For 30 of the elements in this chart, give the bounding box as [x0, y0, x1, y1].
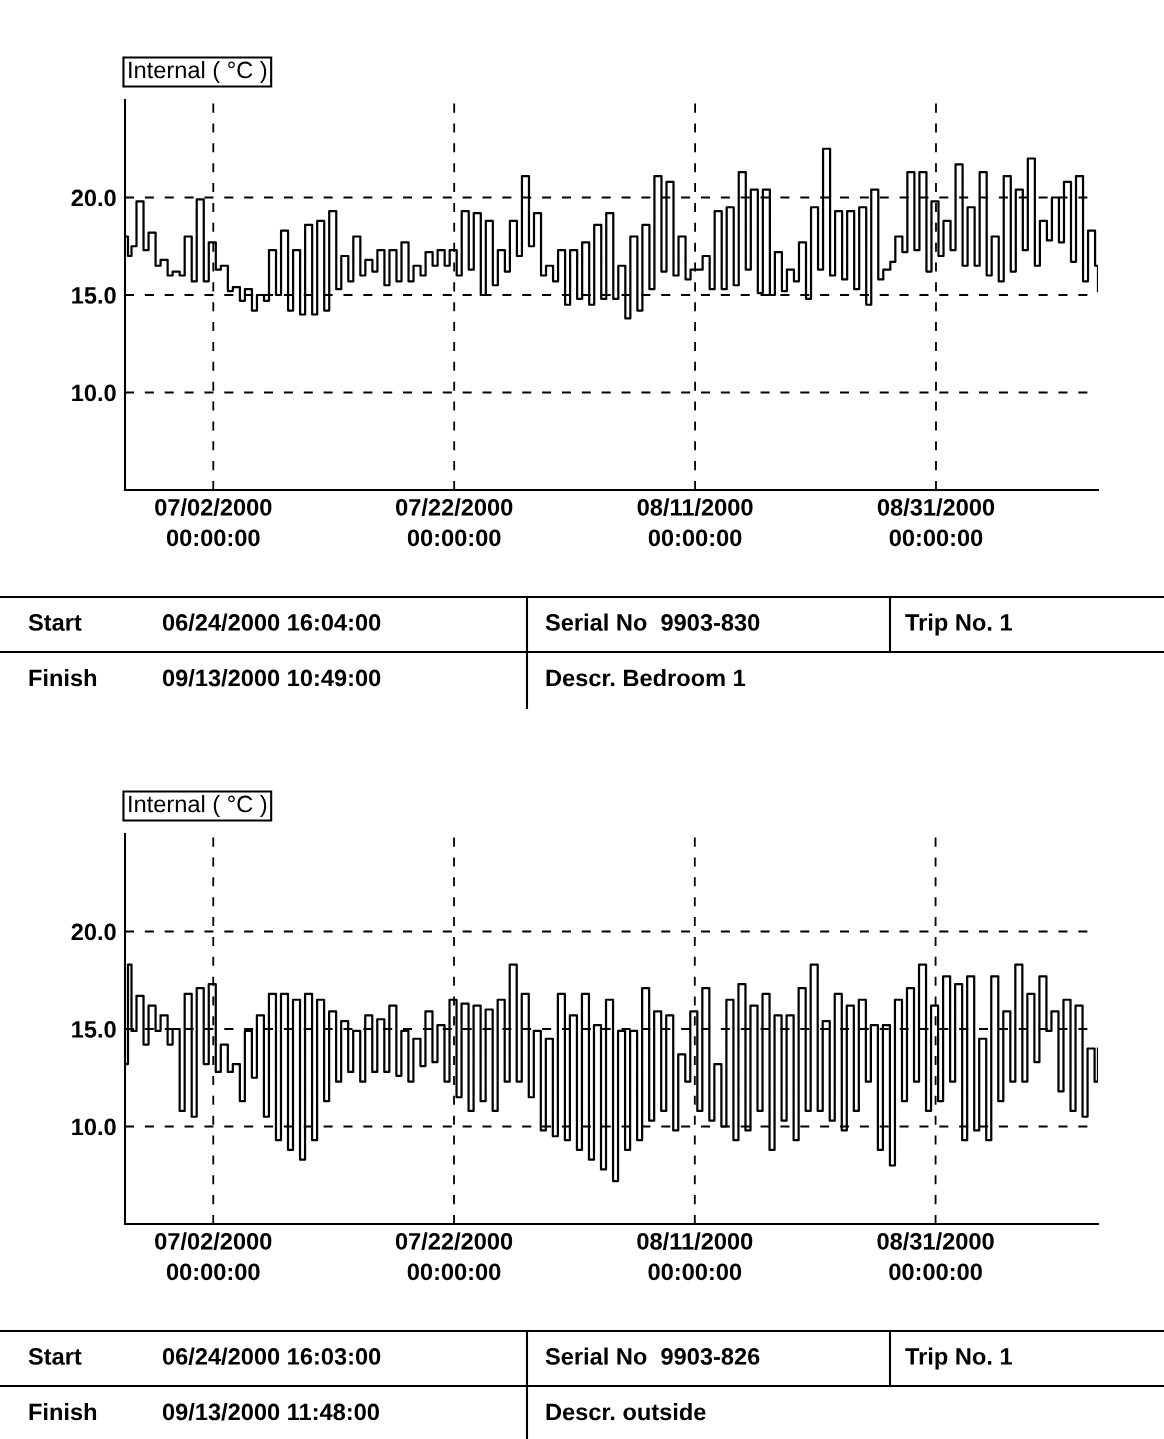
y-tick-label: 15.0 — [72, 1021, 116, 1038]
x-tick-label: 08/11/2000 00:00:00 — [637, 1232, 753, 1281]
text: Trip No. 1 — [905, 1347, 1012, 1370]
x-tick-label: 08/31/2000 00:00:00 — [877, 498, 995, 547]
y-tick-label: 10.0 — [72, 384, 116, 402]
text: Start — [28, 614, 82, 631]
x-tick-label: 07/22/2000 00:00:00 — [395, 1232, 513, 1281]
y-axis-title: Internal ( °C ) — [129, 794, 267, 817]
text: Trip No. 1 — [905, 613, 1012, 636]
text: Serial No 9903-826 — [545, 1347, 760, 1365]
text: 06/24/2000 16:04:00 — [162, 613, 381, 632]
text: Serial No 9903-830 — [545, 613, 760, 631]
y-tick-label: 10.0 — [72, 1118, 116, 1136]
text: 06/24/2000 16:03:00 — [162, 1347, 381, 1366]
text: 09/13/2000 11:48:00 — [162, 1402, 379, 1421]
y-tick-label: 20.0 — [71, 189, 116, 207]
x-tick-label: 07/02/2000 00:00:00 — [155, 1232, 272, 1281]
text: Descr. outside — [546, 1402, 706, 1421]
x-tick-label: 07/02/2000 00:00:00 — [155, 498, 272, 547]
text: Finish — [29, 668, 97, 687]
y-tick-label: 20.0 — [71, 923, 116, 941]
text: Descr. Bedroom 1 — [546, 668, 746, 687]
x-tick-label: 07/22/2000 00:00:00 — [396, 498, 513, 547]
text: Start — [28, 1348, 82, 1365]
x-tick-label: 08/31/2000 00:00:00 — [877, 1232, 994, 1281]
text: 09/13/2000 10:49:00 — [162, 668, 381, 687]
text: Finish — [29, 1402, 97, 1421]
y-axis-title: Internal ( °C ) — [129, 61, 267, 83]
y-tick-label: 15.0 — [72, 287, 116, 304]
x-tick-label: 08/11/2000 00:00:00 — [637, 498, 753, 547]
